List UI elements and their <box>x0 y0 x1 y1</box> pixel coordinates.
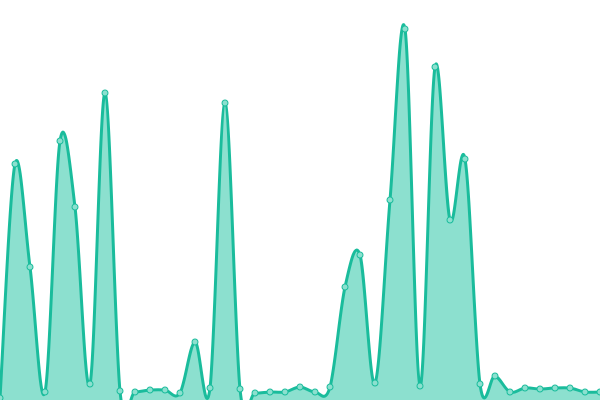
data-point-23 <box>341 283 349 291</box>
data-point-18 <box>266 388 274 396</box>
data-point-25 <box>371 379 379 387</box>
data-point-10 <box>146 386 154 394</box>
data-point-14 <box>206 384 214 392</box>
data-point-29 <box>431 63 439 71</box>
data-point-33 <box>491 372 499 380</box>
data-point-11 <box>161 386 169 394</box>
data-point-8 <box>116 387 124 395</box>
data-point-16 <box>236 385 244 393</box>
data-point-32 <box>476 380 484 388</box>
data-point-38 <box>566 384 574 392</box>
data-point-19 <box>281 388 289 396</box>
data-point-37 <box>551 384 559 392</box>
data-point-3 <box>41 388 49 396</box>
data-point-6 <box>86 380 94 388</box>
data-point-27 <box>401 25 409 33</box>
data-points <box>0 25 600 400</box>
data-point-2 <box>26 263 34 271</box>
data-point-12 <box>176 389 184 397</box>
data-point-15 <box>221 99 229 107</box>
data-point-30 <box>446 216 454 224</box>
data-point-35 <box>521 384 529 392</box>
data-point-21 <box>311 388 319 396</box>
data-point-1 <box>11 160 19 168</box>
data-point-4 <box>56 137 64 145</box>
data-point-28 <box>416 382 424 390</box>
data-point-17 <box>251 389 259 397</box>
data-point-36 <box>536 385 544 393</box>
data-point-22 <box>326 383 334 391</box>
series-line <box>0 23 600 400</box>
data-point-31 <box>461 155 469 163</box>
data-point-5 <box>71 203 79 211</box>
data-point-24 <box>356 251 364 259</box>
data-point-20 <box>296 383 304 391</box>
data-point-39 <box>581 388 589 396</box>
data-point-40 <box>596 388 600 396</box>
data-point-13 <box>191 338 199 346</box>
data-point-34 <box>506 388 514 396</box>
data-point-26 <box>386 196 394 204</box>
data-point-7 <box>101 89 109 97</box>
data-point-0 <box>0 394 4 400</box>
data-point-9 <box>131 388 139 396</box>
area-fill <box>0 25 600 400</box>
